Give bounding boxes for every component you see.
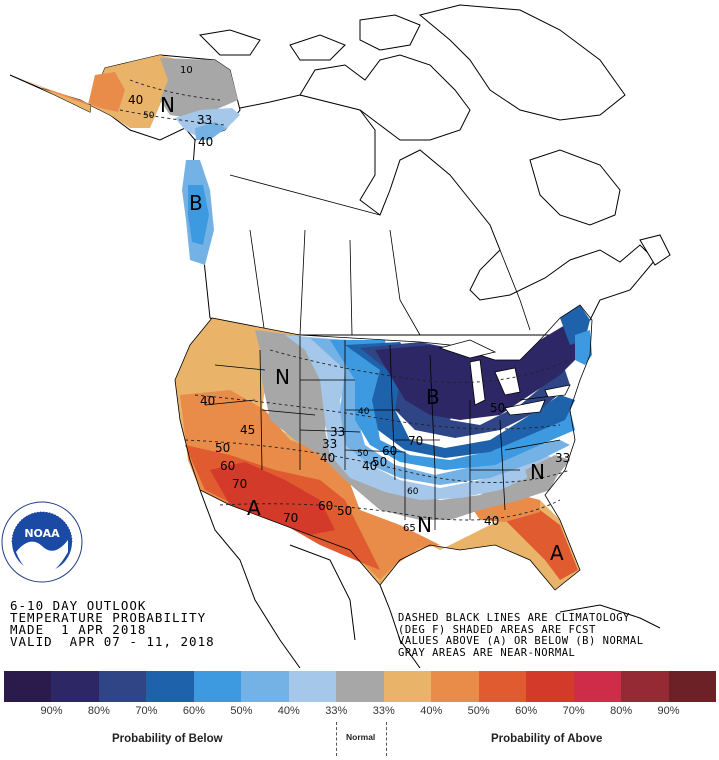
legend-swatch bbox=[383, 671, 432, 702]
legend-tick: 33% bbox=[372, 705, 395, 717]
legend-swatch bbox=[336, 671, 384, 702]
contour-label: 60 bbox=[382, 444, 397, 458]
region-letter: N bbox=[275, 365, 290, 389]
legend-swatch bbox=[526, 671, 574, 702]
contour-label: 50 bbox=[372, 455, 387, 469]
great-lakes bbox=[438, 339, 571, 416]
contour-label: 40 bbox=[358, 407, 370, 417]
contour-label: 10 bbox=[180, 65, 193, 76]
note-line: DASHED BLACK LINES ARE CLIMATOLOGY bbox=[398, 612, 630, 624]
contour-label: 50 bbox=[143, 111, 155, 121]
legend-tick: 70% bbox=[562, 705, 585, 717]
region-letter: N bbox=[417, 513, 432, 537]
legend-swatch bbox=[4, 671, 52, 702]
legend-normal-caption: Normal bbox=[346, 732, 376, 742]
legend-swatch bbox=[621, 671, 669, 702]
region-letter: A bbox=[550, 541, 564, 565]
outlook-subtitle: TEMPERATURE PROBABILITY bbox=[10, 610, 207, 625]
legend-swatch bbox=[573, 671, 622, 702]
contour-label: 33 bbox=[322, 437, 337, 451]
legend-tick: 40% bbox=[277, 705, 300, 717]
canada-landmass bbox=[191, 4, 671, 336]
note-line: VALUES ABOVE (A) OR BELOW (B) NORMAL bbox=[398, 635, 644, 647]
legend-below-caption: Probability of Below bbox=[112, 733, 223, 745]
region-letter: A bbox=[247, 496, 261, 520]
legend-swatch bbox=[51, 671, 99, 702]
note-line: (DEG F) SHADED AREAS ARE FCST bbox=[398, 623, 596, 636]
legend-above-caption: Probability of Above bbox=[491, 733, 603, 745]
contour-label: 45 bbox=[240, 423, 255, 437]
contour-label: 40 bbox=[484, 514, 499, 528]
contour-label: 40 bbox=[362, 459, 377, 473]
legend-swatch bbox=[98, 671, 147, 702]
province-lines bbox=[229, 174, 531, 336]
contour-label: 60 bbox=[407, 487, 419, 497]
map-notes: DASHED BLACK LINES ARE CLIMATOLOGY (DEG … bbox=[398, 612, 644, 659]
legend-swatch bbox=[668, 671, 717, 702]
legend-tick: 90% bbox=[40, 705, 63, 717]
legend-swatch bbox=[431, 671, 479, 702]
contour-label: 33 bbox=[555, 451, 570, 465]
legend-swatch bbox=[241, 671, 289, 702]
noaa-logo: NOAA bbox=[1, 501, 83, 583]
legend-tick: 60% bbox=[182, 705, 205, 717]
contour-label: 50 bbox=[337, 504, 352, 518]
noaa-logo-text: NOAA bbox=[24, 527, 60, 540]
legend-color-bar bbox=[4, 671, 717, 702]
outlook-made-date: MADE 1 APR 2018 bbox=[10, 622, 147, 637]
contour-label: 33 bbox=[330, 425, 345, 439]
contour-label: 50 bbox=[215, 441, 230, 455]
contour-label: 65 bbox=[403, 523, 416, 534]
mexico-outline bbox=[199, 489, 421, 668]
note-line: GRAY AREAS ARE NEAR-NORMAL bbox=[398, 646, 576, 659]
legend-tick: 90% bbox=[657, 705, 680, 717]
legend-swatch bbox=[193, 671, 242, 702]
outlook-title-block: 6-10 DAY OUTLOOK TEMPERATURE PROBABILITY… bbox=[10, 598, 215, 649]
alaska-shading bbox=[12, 55, 240, 140]
contour-label: 70 bbox=[232, 477, 247, 491]
contour-label: 33 bbox=[197, 113, 212, 127]
region-letters: N B N B A N N A bbox=[160, 93, 564, 565]
legend-divider-left bbox=[336, 722, 337, 756]
legend-tick: 80% bbox=[610, 705, 633, 717]
contour-label: 50 bbox=[357, 449, 369, 459]
contour-labels: 10 40 50 33 40 40 45 50 60 70 70 33 33 4… bbox=[128, 65, 570, 534]
legend-tick: 40% bbox=[420, 705, 443, 717]
legend-tick: 60% bbox=[515, 705, 538, 717]
contour-label: 50 bbox=[490, 401, 505, 415]
contour-label: 40 bbox=[198, 135, 213, 149]
contour-label: 70 bbox=[283, 511, 298, 525]
contour-label: 70 bbox=[408, 434, 423, 448]
contour-label: 60 bbox=[318, 499, 333, 513]
legend-swatch bbox=[478, 671, 527, 702]
bc-coast-shading bbox=[182, 160, 214, 265]
legend-tick: 50% bbox=[230, 705, 253, 717]
region-letter: B bbox=[189, 191, 203, 215]
contour-label: 60 bbox=[220, 459, 235, 473]
contour-label: 40 bbox=[200, 394, 215, 408]
legend-divider-right bbox=[386, 722, 387, 756]
legend-tick: 80% bbox=[87, 705, 110, 717]
legend-swatch bbox=[146, 671, 194, 702]
legend-tick: 70% bbox=[135, 705, 158, 717]
region-letter: N bbox=[160, 93, 175, 117]
region-letter: B bbox=[426, 385, 440, 409]
legend-tick: 33% bbox=[325, 705, 348, 717]
outlook-title: 6-10 DAY OUTLOOK bbox=[10, 598, 147, 613]
legend-tick-labels: 90% 80% 70% 60% 50% 40% 33% 33% 40% 50% 60% 70% 80% 9… bbox=[4, 705, 716, 719]
region-letter: N bbox=[530, 460, 545, 484]
cuba-outline bbox=[559, 604, 661, 629]
outlook-valid-dates: VALID APR 07 - 11, 2018 bbox=[10, 634, 215, 649]
outlook-map: 10 40 50 33 40 40 45 50 60 70 70 33 33 4… bbox=[1, 4, 671, 668]
legend-tick: 50% bbox=[467, 705, 490, 717]
contour-label: 40 bbox=[320, 451, 335, 465]
contour-label: 40 bbox=[128, 93, 143, 107]
climatology-lines bbox=[119, 79, 571, 521]
legend-swatch bbox=[288, 671, 337, 702]
